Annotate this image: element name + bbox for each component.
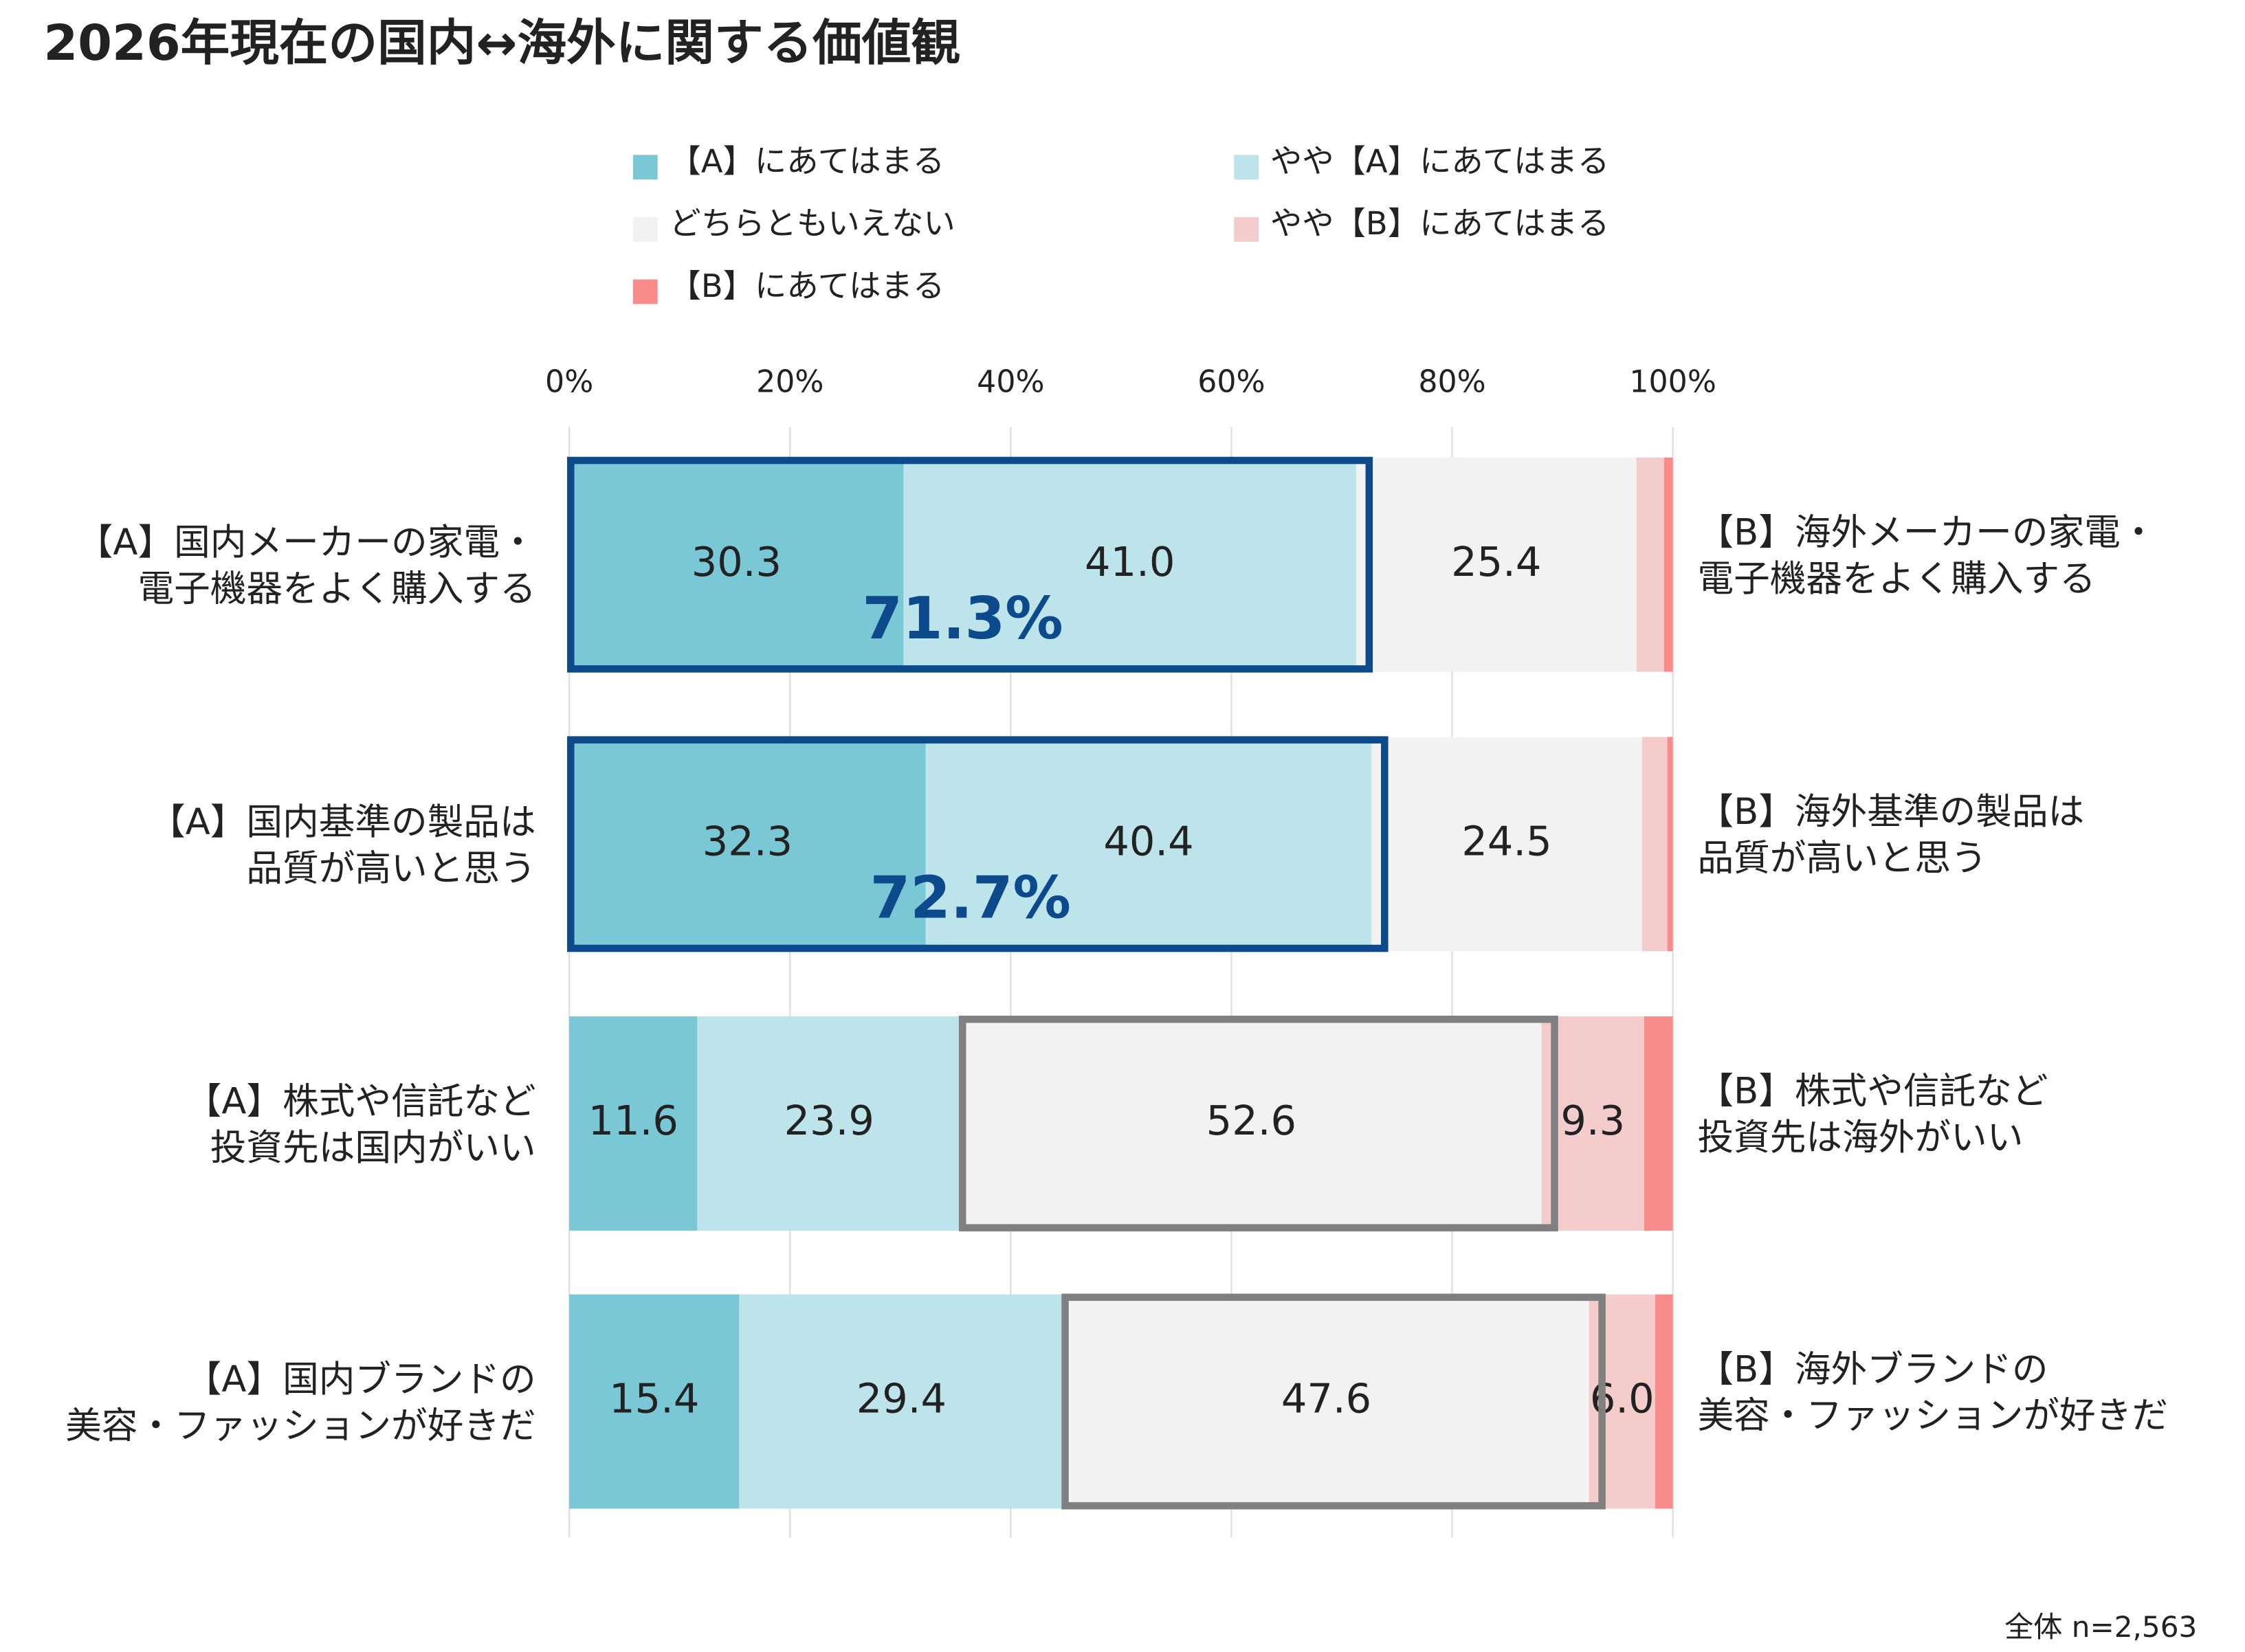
x-tick-label: 40% (977, 364, 1044, 399)
legend-label: やや【B】にあてはまる (1270, 205, 1609, 242)
value-label: 40.4 (1103, 817, 1193, 864)
bar-segment (569, 1294, 740, 1509)
x-tick-label: 100% (1629, 364, 1716, 399)
legend-swatch (632, 217, 658, 242)
legend-label: 【B】にあてはまる (670, 267, 945, 304)
bar-segment (925, 737, 1372, 952)
x-tick-label: 20% (756, 364, 823, 399)
legend-swatch (632, 155, 658, 180)
category-label-right: 【B】海外ブランドの美容・ファッションが好きだ (1697, 1348, 2168, 1436)
bar-segment (1644, 1016, 1673, 1231)
note: 全体 n=2,563 (2004, 1610, 2197, 1644)
highlight-label: 72.7% (870, 864, 1071, 932)
x-tick-label: 0% (545, 364, 593, 399)
category-label: 【A】株式や信託など投資先は国内がいい (186, 1080, 536, 1168)
value-label: 11.6 (588, 1097, 678, 1144)
category-label: 【A】国内ブランドの美容・ファッションが好きだ (65, 1359, 536, 1447)
value-label: 30.3 (692, 538, 782, 585)
chart-title: 2026年現在の国内↔海外に関する価値観 (43, 14, 960, 71)
bar-segment (739, 1294, 1064, 1509)
value-label: 29.4 (856, 1375, 947, 1422)
bar-segment (1371, 737, 1642, 952)
legend-label: どちらともいえない (670, 205, 955, 242)
highlight-label: 71.3% (862, 585, 1063, 652)
category-label-right: 【B】海外基準の製品は品質が高いと思う (1697, 791, 2084, 879)
legend-swatch (1234, 217, 1259, 242)
bar-segment (1541, 1016, 1644, 1231)
bar-segment (903, 457, 1356, 672)
value-label: 9.3 (1560, 1097, 1625, 1144)
value-label: 23.9 (784, 1097, 874, 1144)
bar-segment (1063, 1294, 1589, 1509)
bar-segment (569, 737, 926, 952)
bar-segment (1663, 457, 1673, 672)
bar-segment (1667, 737, 1673, 952)
x-tick-label: 60% (1197, 364, 1265, 399)
value-label: 15.4 (609, 1375, 699, 1422)
legend-swatch (1234, 155, 1259, 180)
bar-segment (1356, 457, 1637, 672)
legend-label: 【A】にあてはまる (670, 143, 945, 180)
bar-segment (569, 457, 904, 672)
bar-segment (697, 1016, 962, 1231)
bar-segment (1636, 457, 1664, 672)
highlight-box (566, 456, 1373, 673)
category-label-right: 【B】海外メーカーの家電・電子機器をよく購入する (1697, 511, 2156, 599)
legend-label: やや【A】にあてはまる (1270, 143, 1609, 180)
x-tick-label: 80% (1418, 364, 1485, 399)
bar-segment (961, 1016, 1542, 1231)
value-label: 32.3 (703, 817, 793, 864)
value-label: 25.4 (1451, 538, 1541, 585)
category-label: 【A】国内基準の製品は品質が高いと思う (149, 801, 536, 889)
value-label: 24.5 (1461, 817, 1551, 864)
value-label: 47.6 (1281, 1375, 1371, 1422)
highlight-box (566, 736, 1389, 952)
highlight-box (958, 1016, 1558, 1231)
bar-segment (569, 1016, 698, 1231)
value-label: 41.0 (1085, 538, 1175, 585)
category-label-right: 【B】株式や信託など投資先は海外がいい (1697, 1070, 2048, 1158)
legend-swatch (632, 279, 658, 304)
bar-segment (1641, 737, 1668, 952)
value-label: 52.6 (1206, 1097, 1296, 1144)
bar-segment (1655, 1294, 1673, 1509)
highlight-box (1061, 1293, 1606, 1510)
category-label: 【A】国内メーカーの家電・電子機器をよく購入する (77, 522, 536, 610)
